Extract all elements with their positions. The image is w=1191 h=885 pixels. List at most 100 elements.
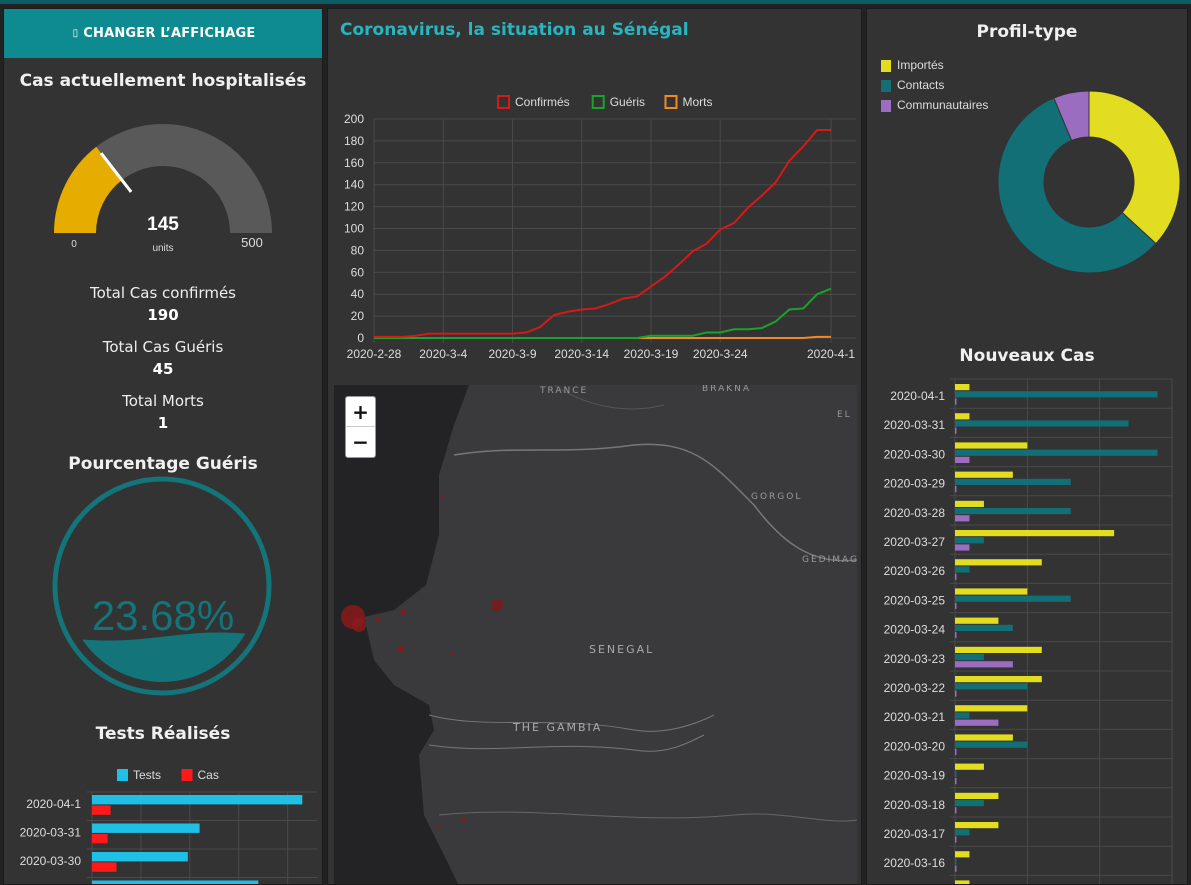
bar-Importés [955,763,984,770]
bar-Tests [92,852,188,862]
map-label-senegal: SENEGAL [589,643,655,656]
bar-Importés [955,646,1042,653]
total-deaths-value: 1 [157,414,169,432]
toggle-icon: ▯ [72,28,79,39]
bar-Importés [955,413,970,420]
recovery-percent: 23.68% [92,592,234,639]
bar-Contacts [955,595,1071,602]
middle-panel: Coronavirus, la situation au Sénégal Con… [327,8,862,885]
zoom-in-button[interactable]: + [346,397,375,427]
bar-Tests [92,823,200,833]
legend-label-Tests: Tests [133,768,161,782]
bar-Communautaires [955,632,957,639]
category-label: 2020-03-28 [884,506,946,520]
donut-slice-Contacts [997,97,1157,274]
bar-Importés [955,676,1042,683]
bar-Communautaires [955,661,1013,668]
case-marker[interactable] [462,818,466,822]
y-tick-label: 60 [351,265,365,279]
gambia-north-border [428,714,715,732]
bar-Cas [92,862,117,872]
gauge-units: units [152,243,173,254]
legend-swatch-Communautaires [881,100,891,112]
legend-swatch-Confirmés [497,95,510,109]
case-marker[interactable] [436,825,440,829]
zoom-out-button[interactable]: − [352,430,369,454]
category-label: 2020-03-26 [884,564,946,578]
bar-Contacts [955,800,984,807]
donut-slice-Communautaires [1053,90,1090,142]
legend-swatch-Importés [881,60,891,72]
bar-Communautaires [955,865,957,872]
bar-Contacts [955,712,970,719]
bar-Communautaires [955,836,957,843]
bar-Importés [955,734,1013,741]
map-label-gorgol: GORGOL [751,492,803,502]
gauge-needle [99,152,133,193]
map-canvas[interactable] [334,385,857,885]
series-line-Confirmés [374,128,831,338]
category-label: 2020-03-24 [884,623,946,637]
bar-Contacts [955,624,1013,631]
right-panel: Profil-type Importés Contacts Communautair… [866,8,1188,885]
bar-Communautaires [955,515,970,522]
category-label: 2020-03-30 [884,447,946,461]
bar-Contacts [955,654,984,661]
category-label: 2020-03-17 [884,827,946,841]
legend-swatch-Tests [117,769,128,781]
bar-Contacts [955,391,1158,398]
case-marker[interactable] [400,609,406,615]
map-label-trance: TRANCE [540,386,589,396]
new-cases-title: Nouveaux Cas [959,346,1095,366]
bar-Importés [955,822,999,829]
bar-Importés [955,442,1028,449]
case-marker[interactable] [491,599,503,611]
bar-Cas [92,805,111,815]
bar-Communautaires [955,602,957,609]
profile-donut-chart: Importés Contacts Communautaires [881,58,1181,274]
senegal-map[interactable]: + − TRANCE BRAKNA EL GORGOL GEDIMAGA SEN… [334,385,857,885]
change-display-button[interactable]: ▯ CHANGER L’AFFICHAGE [4,9,322,58]
gauge-track [54,124,272,233]
bar-Contacts [955,508,1071,515]
bar-Communautaires [955,807,957,814]
legend-swatch-Cas [181,769,193,781]
bar-Contacts [955,420,1129,427]
bar-Importés [955,851,970,858]
bar-Contacts [955,566,970,573]
series-line-Guéris [374,287,832,339]
bar-Communautaires [955,748,957,755]
bar-Importés [955,705,1028,712]
y-tick-label: 120 [344,200,364,214]
bar-Cas [92,833,108,844]
case-marker[interactable] [376,618,380,622]
bar-Tests [92,880,259,884]
legend-label-Communautaires: Communautaires [897,98,988,112]
page-title: Coronavirus, la situation au Sénégal [340,20,689,40]
bar-Importés [955,880,970,884]
change-display-label: CHANGER L’AFFICHAGE [83,26,256,41]
category-label: 2020-03-18 [884,798,946,812]
donut-slice-Importés [1088,90,1181,245]
total-recovered-value: 45 [152,360,174,378]
tests-title: Tests Réalisés [95,724,231,744]
gambia-south-border [428,734,705,752]
bar-Communautaires [955,486,957,493]
x-tick-label: 2020-3-9 [488,347,536,361]
total-confirmed-value: 190 [147,306,179,324]
y-tick-label: 100 [344,222,364,236]
map-zoom-control: + − [345,396,376,458]
case-marker[interactable] [450,652,454,656]
y-tick-label: 40 [351,287,365,301]
gauge-min: 0 [71,239,77,250]
case-marker[interactable] [352,618,366,632]
case-marker[interactable] [440,494,444,498]
y-tick-label: 20 [351,309,365,323]
case-marker[interactable] [398,646,404,652]
bar-Communautaires [955,778,957,785]
category-label: 2020-03-19 [884,769,946,783]
bar-Contacts [955,537,984,544]
category-label: 2020-03-22 [884,681,946,695]
bar-Importés [955,588,1028,595]
cases-line-chart: Confirmés Guéris Morts 0 20 40 60 80 100 120 140 16… [344,95,856,361]
